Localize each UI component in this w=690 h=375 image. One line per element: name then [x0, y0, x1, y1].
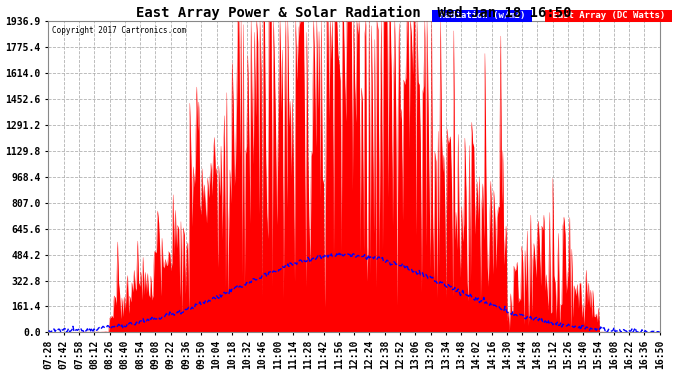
- Text: East Array (DC Watts): East Array (DC Watts): [546, 11, 670, 20]
- Text: Radiation (w/m2): Radiation (w/m2): [433, 11, 531, 20]
- Title: East Array Power & Solar Radiation  Wed Jan 18 16:50: East Array Power & Solar Radiation Wed J…: [137, 6, 572, 20]
- Text: Copyright 2017 Cartronics.com: Copyright 2017 Cartronics.com: [52, 26, 186, 34]
